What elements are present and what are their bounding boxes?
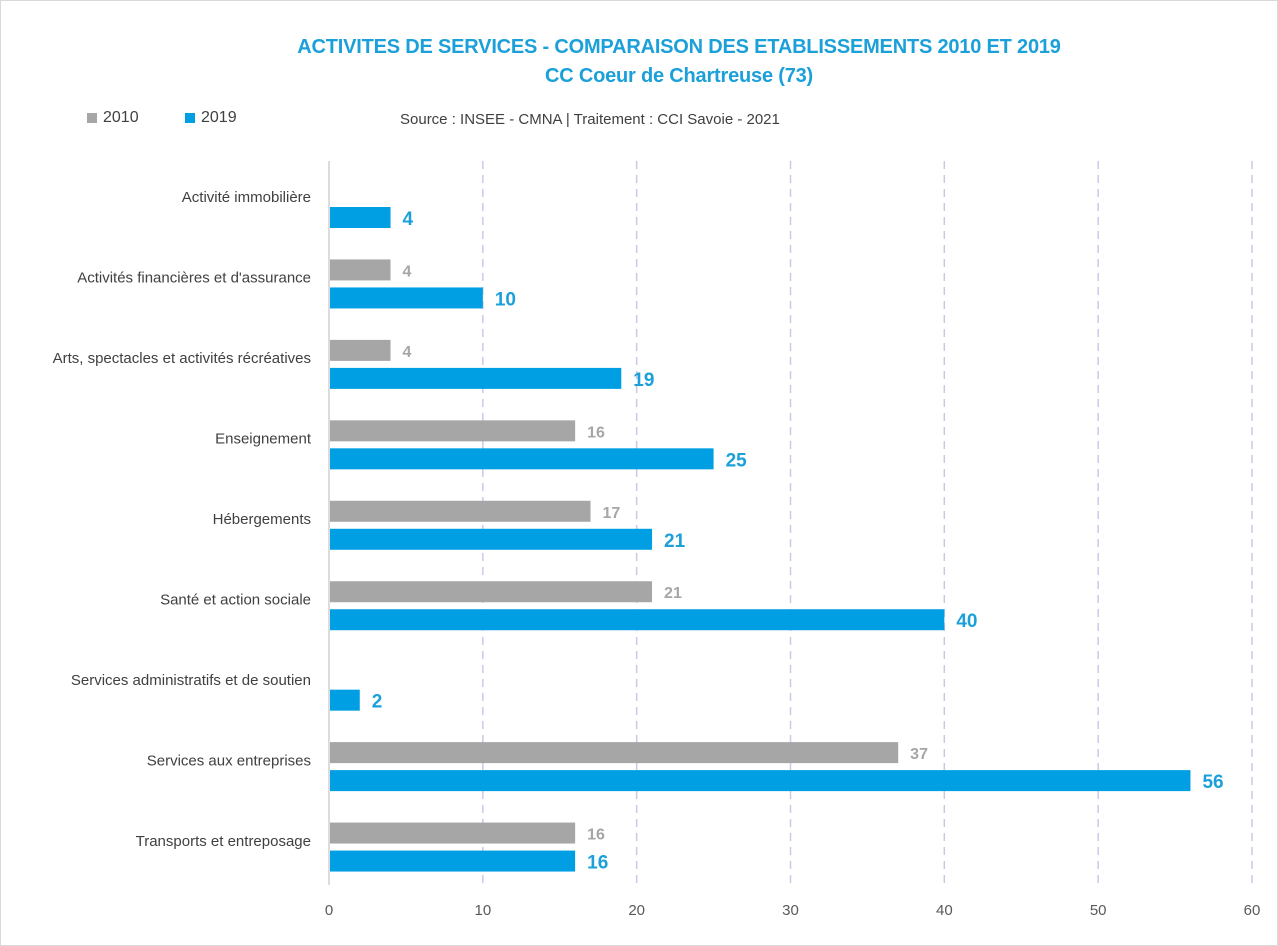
category-label: Transports et entreposage bbox=[136, 833, 311, 850]
category-label: Santé et action sociale bbox=[160, 591, 311, 608]
data-label-2010: 16 bbox=[587, 827, 605, 844]
data-label-2010: 17 bbox=[603, 505, 621, 522]
bar-2019 bbox=[330, 367, 622, 389]
bar-2019 bbox=[330, 770, 1191, 792]
data-label-2010: 21 bbox=[664, 585, 682, 602]
category-label: Hébergements bbox=[213, 511, 311, 528]
bar-2019 bbox=[330, 689, 360, 711]
chart-subtitle: CC Coeur de Chartreuse (73) bbox=[545, 65, 813, 87]
data-label-2019: 10 bbox=[495, 289, 516, 310]
data-label-2010: 4 bbox=[403, 263, 412, 280]
category-label: Activité immobilière bbox=[182, 189, 311, 206]
data-label-2019: 19 bbox=[633, 370, 654, 391]
x-tick-label-10: 10 bbox=[474, 902, 491, 919]
legend-swatch-2010 bbox=[87, 113, 97, 123]
bar-2010 bbox=[330, 420, 576, 442]
legend-swatch-2019 bbox=[185, 113, 195, 123]
bar-2010 bbox=[330, 581, 653, 603]
bar-2010 bbox=[330, 822, 576, 844]
category-label: Enseignement bbox=[215, 431, 312, 448]
bar-2019 bbox=[330, 850, 576, 872]
legend-label-2010: 2010 bbox=[103, 109, 139, 126]
chart-title: ACTIVITES DE SERVICES - COMPARAISON DES … bbox=[297, 36, 1061, 58]
data-label-2019: 56 bbox=[1202, 772, 1223, 793]
data-label-2019: 21 bbox=[664, 531, 686, 552]
legend-item-2010: 2010 bbox=[87, 109, 139, 127]
bar-2019 bbox=[330, 207, 391, 228]
legend-label-2019: 2019 bbox=[201, 109, 237, 126]
x-tick-label-60: 60 bbox=[1244, 902, 1261, 919]
data-label-2019: 4 bbox=[403, 209, 414, 230]
data-label-2019: 16 bbox=[587, 853, 608, 874]
data-label-2010: 37 bbox=[910, 746, 928, 763]
x-tick-label-40: 40 bbox=[936, 902, 953, 919]
bar-2010 bbox=[330, 500, 591, 522]
bar-2010 bbox=[330, 339, 391, 361]
bar-2019 bbox=[330, 528, 653, 550]
x-tick-label-50: 50 bbox=[1090, 902, 1107, 919]
x-tick-label-20: 20 bbox=[628, 902, 645, 919]
data-label-2019: 2 bbox=[372, 692, 383, 713]
bar-2010 bbox=[330, 742, 899, 764]
x-tick-label-0: 0 bbox=[325, 902, 333, 919]
bar-2019 bbox=[330, 609, 945, 631]
bar-2010 bbox=[330, 259, 391, 281]
legend-item-2019: 2019 bbox=[185, 109, 237, 127]
category-label: Activités financières et d'assurance bbox=[77, 270, 311, 287]
x-tick-label-30: 30 bbox=[782, 902, 799, 919]
category-label: Services administratifs et de soutien bbox=[71, 672, 311, 689]
data-label-2010: 16 bbox=[587, 424, 605, 441]
bar-2019 bbox=[330, 287, 483, 309]
category-label: Services aux entreprises bbox=[147, 752, 311, 769]
source-note: Source : INSEE - CMNA | Traitement : CCI… bbox=[400, 111, 780, 128]
bar-2019 bbox=[330, 448, 714, 470]
data-label-2010: 4 bbox=[403, 344, 412, 361]
data-label-2019: 25 bbox=[726, 450, 748, 471]
category-label: Arts, spectacles et activités récréative… bbox=[53, 350, 311, 367]
data-label-2019: 40 bbox=[956, 611, 977, 632]
